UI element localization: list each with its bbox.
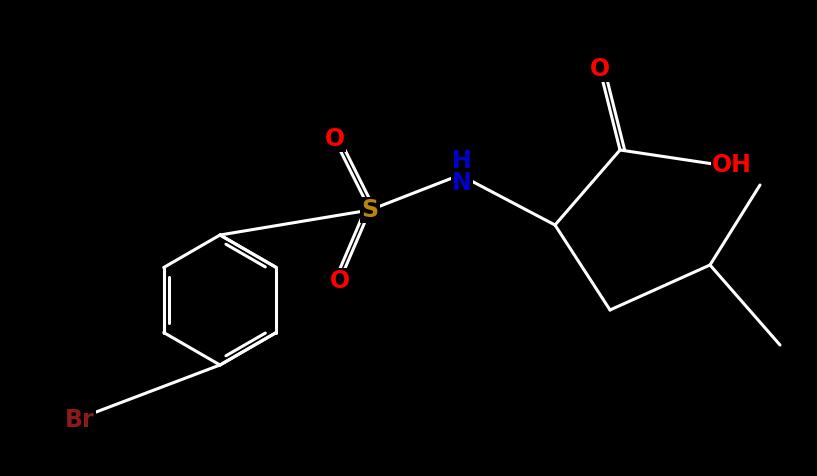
Text: O: O	[330, 269, 350, 293]
Text: O: O	[590, 57, 610, 81]
Text: S: S	[361, 198, 378, 222]
Text: Br: Br	[65, 408, 95, 432]
Text: N: N	[452, 171, 472, 195]
Text: OH: OH	[712, 153, 752, 177]
Text: H: H	[452, 149, 472, 173]
Text: O: O	[325, 127, 345, 151]
